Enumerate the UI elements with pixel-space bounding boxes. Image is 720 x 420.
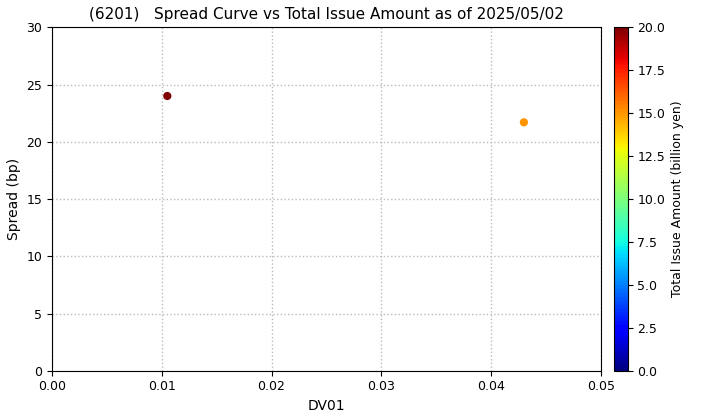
Y-axis label: Spread (bp): Spread (bp) — [7, 158, 21, 240]
Title: (6201)   Spread Curve vs Total Issue Amount as of 2025/05/02: (6201) Spread Curve vs Total Issue Amoun… — [89, 7, 564, 22]
Y-axis label: Total Issue Amount (billion yen): Total Issue Amount (billion yen) — [671, 101, 684, 297]
Point — [161, 93, 173, 100]
Point — [518, 119, 530, 126]
X-axis label: DV01: DV01 — [307, 399, 345, 413]
